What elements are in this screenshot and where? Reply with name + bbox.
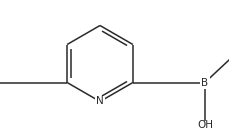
Text: B: B	[200, 78, 207, 88]
Text: N: N	[96, 97, 104, 107]
Text: OH: OH	[196, 120, 212, 130]
